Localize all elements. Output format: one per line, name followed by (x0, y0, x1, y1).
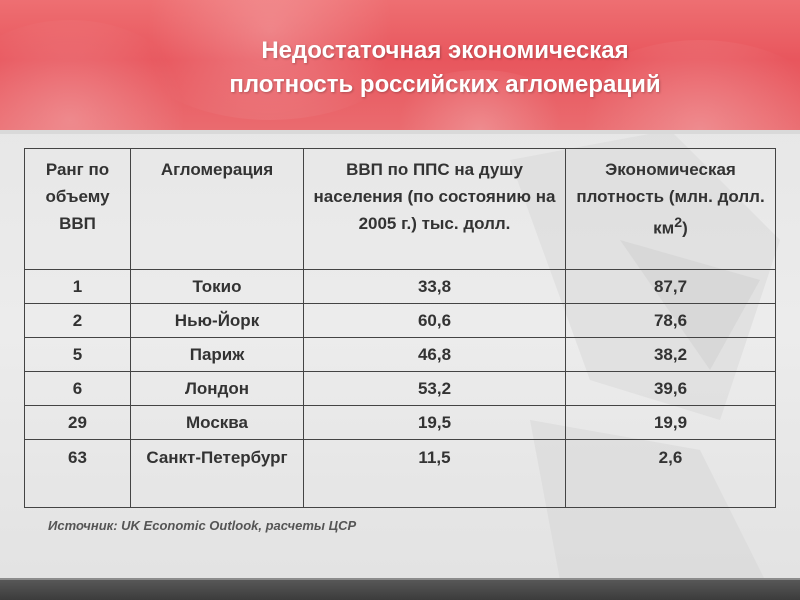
agglomeration-table: Ранг по объему ВВП Агломерация ВВП по ПП… (24, 148, 776, 508)
cell-rank: 29 (24, 405, 131, 440)
cell-gdp: 60,6 (303, 303, 566, 338)
table-row: 63 Санкт-Петербург 11,5 2,6 (24, 439, 776, 508)
header-density: Экономическая плотность (млн. долл. км2) (565, 148, 776, 270)
cell-density: 2,6 (565, 439, 776, 508)
header-density-label: Экономическая плотность (млн. долл. км (576, 160, 765, 238)
cell-city: Париж (130, 337, 304, 372)
cell-rank: 2 (24, 303, 131, 338)
table-row: 2 Нью-Йорк 60,6 78,6 (24, 303, 776, 338)
cell-gdp: 46,8 (303, 337, 566, 372)
cell-density: 38,2 (565, 337, 776, 372)
cell-city: Токио (130, 269, 304, 304)
cell-density: 39,6 (565, 371, 776, 406)
header-divider (0, 130, 800, 134)
cell-density: 19,9 (565, 405, 776, 440)
cell-gdp: 19,5 (303, 405, 566, 440)
header-rank: Ранг по объему ВВП (24, 148, 131, 270)
table-row: 6 Лондон 53,2 39,6 (24, 371, 776, 406)
cell-city: Лондон (130, 371, 304, 406)
header-density-superscript: 2 (674, 215, 683, 231)
header-agglomeration: Агломерация (130, 148, 304, 270)
cell-rank: 6 (24, 371, 131, 406)
slide-title-line-1: Недостаточная экономическая (261, 37, 629, 64)
header-band (0, 0, 800, 133)
table-row: 5 Париж 46,8 38,2 (24, 337, 776, 372)
cell-city: Нью-Йорк (130, 303, 304, 338)
cell-rank: 5 (24, 337, 131, 372)
slide-title-line-2: плотность российских агломераций (229, 71, 661, 98)
table-row: 1 Токио 33,8 87,7 (24, 269, 776, 304)
cell-density: 78,6 (565, 303, 776, 338)
cell-city: Москва (130, 405, 304, 440)
table-row: 29 Москва 19,5 19,9 (24, 405, 776, 440)
cell-rank: 63 (24, 439, 131, 508)
footer-bar (0, 578, 800, 600)
header-gdp: ВВП по ППС на душу населения (по состоян… (303, 148, 566, 270)
table-header-row: Ранг по объему ВВП Агломерация ВВП по ПП… (24, 148, 776, 270)
cell-density: 87,7 (565, 269, 776, 304)
slide-title: Недостаточная экономическая плотность ро… (0, 34, 800, 102)
cell-gdp: 53,2 (303, 371, 566, 406)
cell-city: Санкт-Петербург (130, 439, 304, 508)
cell-gdp: 11,5 (303, 439, 566, 508)
cell-gdp: 33,8 (303, 269, 566, 304)
header-density-close: ) (682, 218, 688, 238)
source-note: Источник: UK Economic Outlook, расчеты Ц… (48, 518, 357, 533)
cell-rank: 1 (24, 269, 131, 304)
